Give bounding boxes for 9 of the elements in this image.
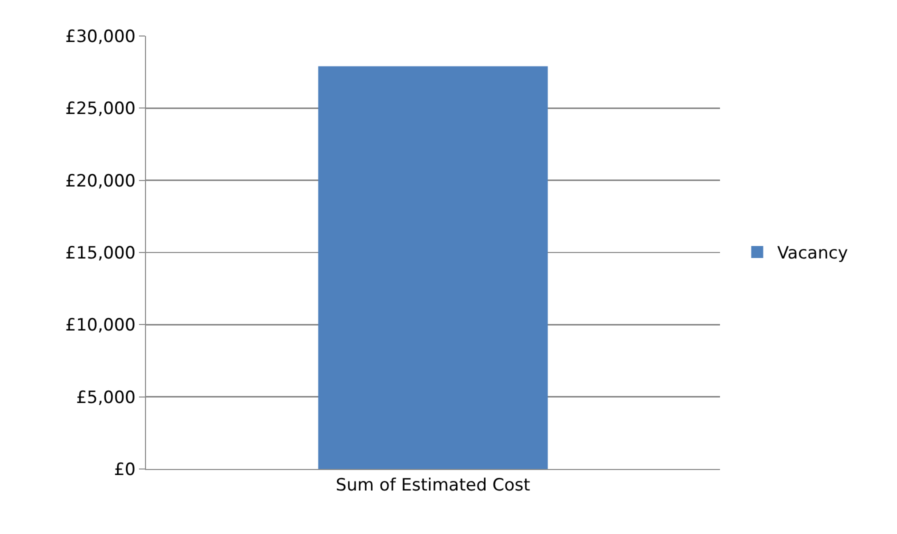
x-tick-label: Sum of Estimated Cost <box>336 475 531 496</box>
y-tick-label: £25,000 <box>65 99 136 120</box>
y-tick-label: £5,000 <box>76 388 136 408</box>
y-tick-label: £10,000 <box>65 316 136 336</box>
legend-label: Vacancy <box>777 244 848 264</box>
y-tick-label: £0 <box>114 460 136 480</box>
y-tick-label: £20,000 <box>65 171 136 192</box>
y-tick-label: £15,000 <box>65 243 136 264</box>
y-tick-label: £30,000 <box>65 26 136 47</box>
